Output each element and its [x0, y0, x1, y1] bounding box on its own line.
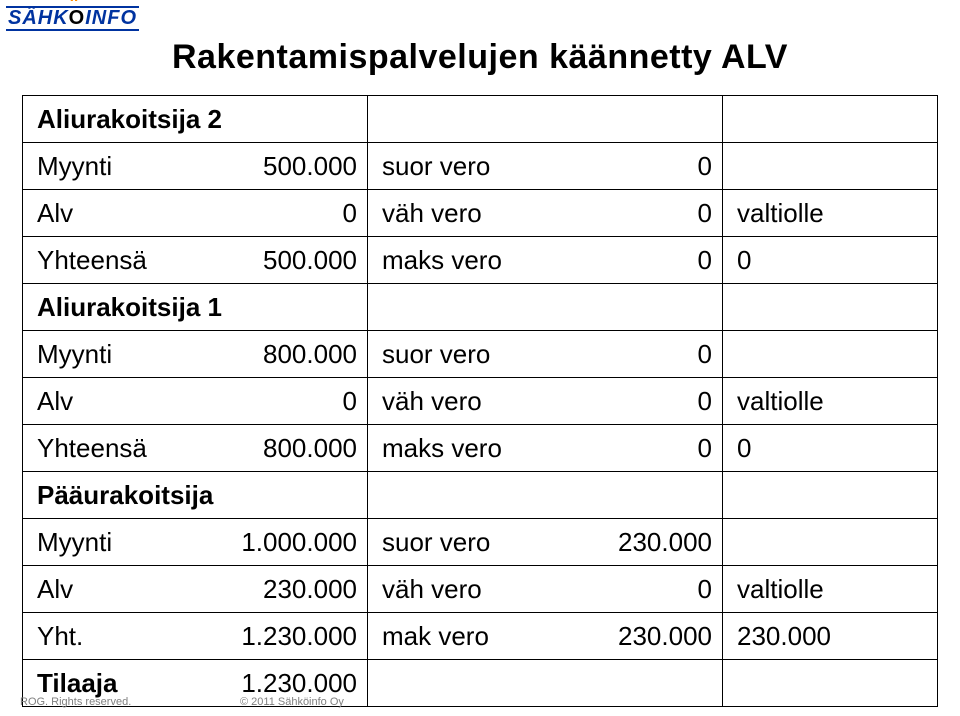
table-row: Myynti 1.000.000 suor vero 230.000: [23, 519, 938, 566]
footer-rights: ROG. Rights reserved.: [20, 696, 131, 708]
cell: väh vero 0: [368, 566, 723, 613]
label: suor vero: [382, 339, 490, 370]
value: 230.000: [263, 574, 357, 605]
value: 230.000: [618, 621, 712, 652]
cell: mak vero 230.000: [368, 613, 723, 660]
label: väh vero: [382, 386, 482, 417]
cell-empty: [368, 284, 723, 331]
table-row: Alv 0 väh vero 0 valtiolle: [23, 190, 938, 237]
cell: [723, 143, 938, 190]
value: 0: [698, 433, 712, 464]
cell: Yhteensä 800.000: [23, 425, 368, 472]
section-header: Aliurakoitsija 2: [23, 96, 368, 143]
label: Alv: [37, 574, 73, 605]
cell-empty: [368, 660, 723, 707]
cell: valtiolle: [723, 566, 938, 613]
cell: väh vero 0: [368, 190, 723, 237]
value: 500.000: [263, 245, 357, 276]
label: suor vero: [382, 527, 490, 558]
label: Yhteensä: [37, 433, 147, 464]
cell-empty: [723, 472, 938, 519]
cell-empty: [368, 96, 723, 143]
cell: valtiolle: [723, 378, 938, 425]
cell: 230.000: [723, 613, 938, 660]
value: 1.230.000: [241, 621, 357, 652]
label: Alv: [37, 386, 73, 417]
label: Yht.: [37, 621, 83, 652]
logo-text-3: INFO: [85, 7, 137, 29]
cell: suor vero 0: [368, 143, 723, 190]
cell: suor vero 230.000: [368, 519, 723, 566]
value: 0: [343, 198, 357, 229]
table-row: Yhteensä 800.000 maks vero 0 0: [23, 425, 938, 472]
cell: Myynti 800.000: [23, 331, 368, 378]
cell-empty: [723, 284, 938, 331]
label: väh vero: [382, 574, 482, 605]
label: suor vero: [382, 151, 490, 182]
value: 0: [698, 245, 712, 276]
label: Myynti: [37, 339, 112, 370]
table-row: Yhteensä 500.000 maks vero 0 0: [23, 237, 938, 284]
label: Myynti: [37, 151, 112, 182]
section-header: Pääurakoitsija: [23, 472, 368, 519]
cell: maks vero 0: [368, 237, 723, 284]
cell: valtiolle: [723, 190, 938, 237]
value: 0: [343, 386, 357, 417]
label: Alv: [37, 198, 73, 229]
label: Myynti: [37, 527, 112, 558]
cell-empty: [723, 96, 938, 143]
logo: SÄHKOINFO: [6, 6, 139, 31]
cell: Yhteensä 500.000: [23, 237, 368, 284]
logo-text-2: O: [69, 7, 86, 29]
page-title: Rakentamispalvelujen käännetty ALV: [0, 38, 960, 77]
cell: Myynti 1.000.000: [23, 519, 368, 566]
cell: [723, 331, 938, 378]
value: 0: [698, 574, 712, 605]
value: 0: [698, 151, 712, 182]
cell: Alv 0: [23, 378, 368, 425]
cell: suor vero 0: [368, 331, 723, 378]
label: maks vero: [382, 433, 502, 464]
value: 0: [698, 198, 712, 229]
cell: 0: [723, 237, 938, 284]
cell: Myynti 500.000: [23, 143, 368, 190]
value: 800.000: [263, 433, 357, 464]
value: 0: [698, 339, 712, 370]
label: maks vero: [382, 245, 502, 276]
cell: Alv 230.000: [23, 566, 368, 613]
table-row: Yht. 1.230.000 mak vero 230.000 230.000: [23, 613, 938, 660]
table-row: Myynti 800.000 suor vero 0: [23, 331, 938, 378]
value: 1.000.000: [241, 527, 357, 558]
label: Yhteensä: [37, 245, 147, 276]
table-row: Tilaaja 1.230.000: [23, 660, 938, 707]
label: väh vero: [382, 198, 482, 229]
table-row: Pääurakoitsija: [23, 472, 938, 519]
label: mak vero: [382, 621, 489, 652]
table-row: Aliurakoitsija 2: [23, 96, 938, 143]
table-row: Myynti 500.000 suor vero 0: [23, 143, 938, 190]
alv-table: Aliurakoitsija 2 Myynti 500.000 suor vero…: [22, 95, 938, 707]
value: 0: [698, 386, 712, 417]
value: 230.000: [618, 527, 712, 558]
cell: maks vero 0: [368, 425, 723, 472]
footer-copyright: © 2011 Sähköinfo Oy: [240, 696, 344, 708]
section-header: Aliurakoitsija 1: [23, 284, 368, 331]
table-row: Alv 0 väh vero 0 valtiolle: [23, 378, 938, 425]
value: 500.000: [263, 151, 357, 182]
table-row: Aliurakoitsija 1: [23, 284, 938, 331]
cell-empty: [723, 660, 938, 707]
cell-empty: [368, 472, 723, 519]
cell: Alv 0: [23, 190, 368, 237]
cell: väh vero 0: [368, 378, 723, 425]
cell: 0: [723, 425, 938, 472]
label: Tilaaja: [37, 668, 117, 699]
value: 1.230.000: [241, 668, 357, 699]
table-row: Alv 230.000 väh vero 0 valtiolle: [23, 566, 938, 613]
value: 800.000: [263, 339, 357, 370]
logo-text-1: SÄHK: [8, 7, 69, 29]
cell: [723, 519, 938, 566]
cell: Yht. 1.230.000: [23, 613, 368, 660]
